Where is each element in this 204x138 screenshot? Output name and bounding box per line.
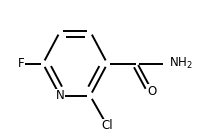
Text: N: N <box>56 89 64 102</box>
Text: F: F <box>18 57 25 70</box>
Text: Cl: Cl <box>102 119 113 132</box>
Text: NH$_2$: NH$_2$ <box>169 56 192 71</box>
Text: O: O <box>148 85 157 98</box>
